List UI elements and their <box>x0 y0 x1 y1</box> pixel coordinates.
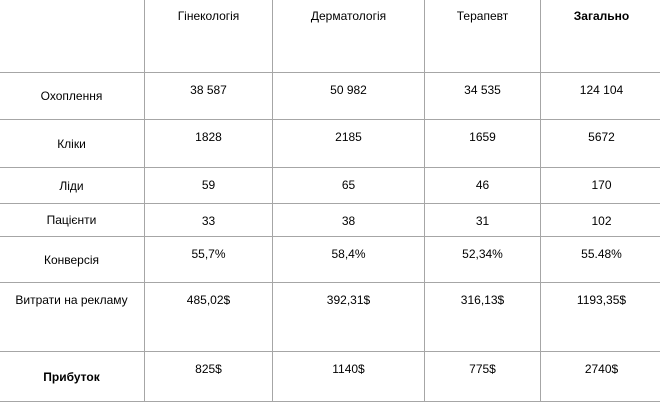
table-cell: 2185 <box>273 120 425 168</box>
table-cell: 1193,35$ <box>541 283 660 352</box>
table-cell: 55.48% <box>541 237 660 283</box>
header-therapist: Терапевт <box>425 0 541 73</box>
table-cell: 5672 <box>541 120 660 168</box>
header-empty-cell <box>0 0 145 73</box>
table-row: Ліди 59 65 46 170 <box>0 168 660 204</box>
table-row: Пацієнти 33 38 31 102 <box>0 204 660 237</box>
header-total: Загально <box>541 0 660 73</box>
table-row: Конверсія 55,7% 58,4% 52,34% 55.48% <box>0 237 660 283</box>
row-label-patients: Пацієнти <box>0 204 145 237</box>
table-cell: 825$ <box>145 352 273 402</box>
table-cell: 65 <box>273 168 425 204</box>
header-dermatology: Дерматологія <box>273 0 425 73</box>
row-label-ad-spend: Витрати на рекламу <box>0 292 144 308</box>
table-cell: 775$ <box>425 352 541 402</box>
header-row: Гінекологія Дерматологія Терапевт Загаль… <box>0 0 660 73</box>
table-row: Прибуток 825$ 1140$ 775$ 2740$ <box>0 352 660 402</box>
row-label-reach: Охоплення <box>0 73 145 120</box>
table-cell: 31 <box>425 204 541 237</box>
row-label-leads: Ліди <box>0 168 145 204</box>
table-cell: 34 535 <box>425 73 541 120</box>
table-cell: 102 <box>541 204 660 237</box>
table-cell: 2740$ <box>541 352 660 402</box>
table-cell: 1828 <box>145 120 273 168</box>
table-cell: 59 <box>145 168 273 204</box>
table-cell: 1659 <box>425 120 541 168</box>
row-label-profit: Прибуток <box>0 352 145 402</box>
table-cell: 55,7% <box>145 237 273 283</box>
table-cell: 124 104 <box>541 73 660 120</box>
row-label-conversion: Конверсія <box>0 237 145 283</box>
table-row: Кліки 1828 2185 1659 5672 <box>0 120 660 168</box>
table-cell: 33 <box>145 204 273 237</box>
table-cell: 170 <box>541 168 660 204</box>
table-cell: 38 587 <box>145 73 273 120</box>
header-gynecology: Гінекологія <box>145 0 273 73</box>
table-cell: 52,34% <box>425 237 541 283</box>
table-row: Витрати на рекламу 485,02$ 392,31$ 316,1… <box>0 283 660 352</box>
table-cell: 316,13$ <box>425 283 541 352</box>
row-label-clicks: Кліки <box>0 120 145 168</box>
table-cell: 392,31$ <box>273 283 425 352</box>
table-cell: 1140$ <box>273 352 425 402</box>
table-row: Охоплення 38 587 50 982 34 535 124 104 <box>0 73 660 120</box>
table-cell: 46 <box>425 168 541 204</box>
table-cell: 50 982 <box>273 73 425 120</box>
table-cell: 58,4% <box>273 237 425 283</box>
row-label-ad-spend-cell: Витрати на рекламу <box>0 283 145 352</box>
table-cell: 38 <box>273 204 425 237</box>
table-cell: 485,02$ <box>145 283 273 352</box>
